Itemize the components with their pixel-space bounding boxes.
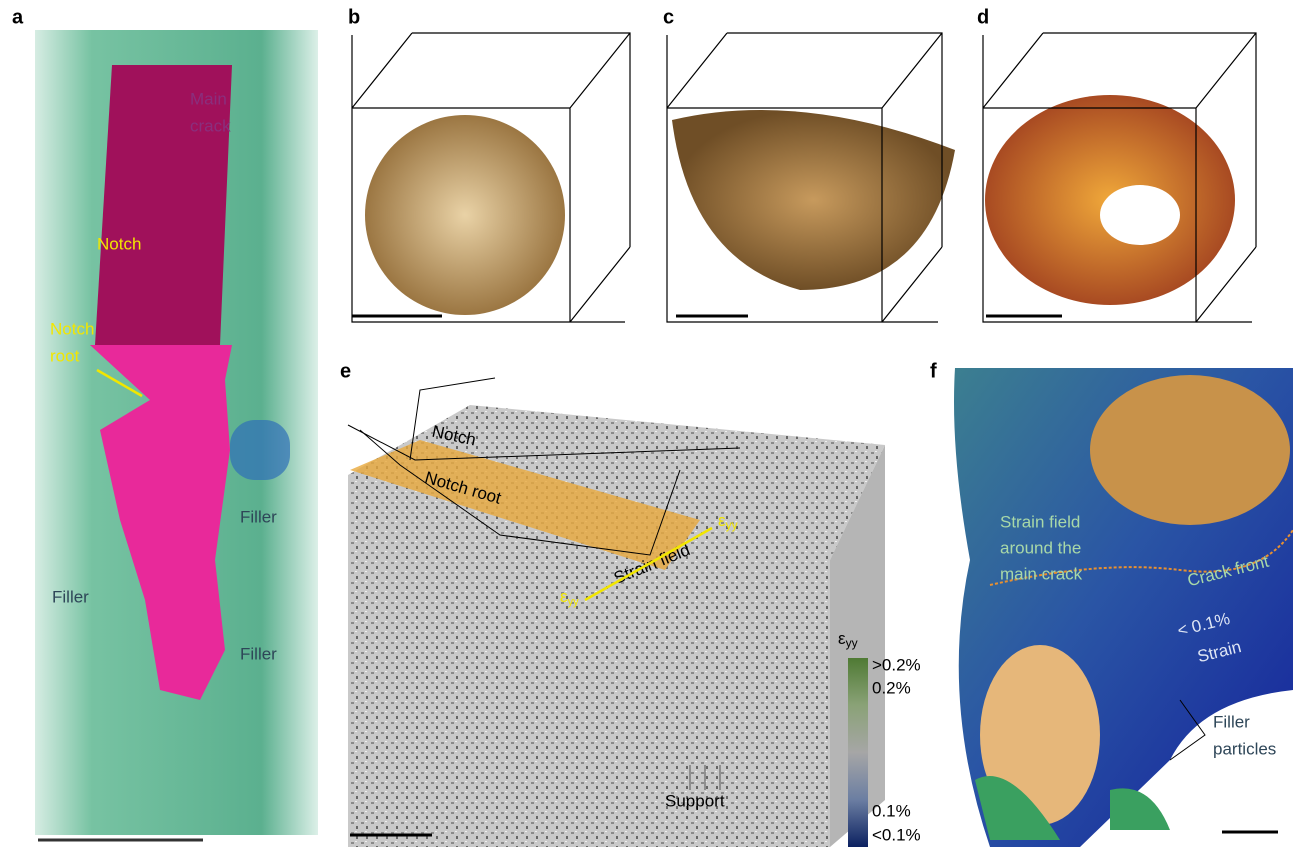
strain-symbol: εyy [560, 587, 579, 607]
panel-label: e [340, 360, 351, 382]
label: Main [190, 89, 227, 108]
cube [982, 32, 1257, 323]
label: Support [665, 791, 725, 810]
support-ticks [689, 765, 721, 790]
particle-render [365, 115, 565, 315]
filler-particle [230, 420, 290, 480]
panel-label: c [663, 6, 674, 28]
bracket [1169, 699, 1206, 761]
label: around the [1000, 538, 1081, 557]
panel-label: d [977, 6, 989, 28]
label: Strain field [1000, 512, 1080, 531]
crack-region [90, 345, 232, 700]
label: Filler [240, 507, 277, 526]
label: particles [1213, 739, 1276, 758]
colorbar-label: 0.1% [872, 801, 911, 820]
cube [351, 32, 631, 323]
label: Filler [240, 644, 277, 663]
label: Filler [52, 587, 89, 606]
block-side [830, 445, 885, 847]
colorbar-label: <0.1% [872, 825, 921, 844]
label: main crack [1000, 564, 1083, 583]
panel-label: f [930, 360, 937, 382]
panel-label: b [348, 6, 360, 28]
label: Notch [50, 319, 94, 338]
label: Notch [97, 234, 141, 253]
notch-shape [95, 65, 232, 345]
subscript: yy [568, 596, 580, 608]
crack-front-line [989, 529, 1293, 586]
colorbar [848, 658, 868, 847]
cube [666, 32, 943, 323]
label: Filler [1213, 712, 1250, 731]
sample-block [348, 405, 885, 847]
symbol: ε [718, 511, 726, 530]
symbol: ε [560, 587, 568, 606]
panel-label: a [12, 6, 24, 28]
notch-outline [359, 429, 681, 556]
void [1100, 185, 1180, 245]
notch-outline [409, 377, 496, 461]
arrow [96, 368, 143, 398]
subscript: yy [846, 636, 858, 650]
symbol: ε [838, 629, 846, 648]
strain-symbol: εyy [718, 511, 738, 532]
colorbar-title: εyy [838, 629, 858, 650]
particle-render [980, 645, 1100, 825]
strain-band [350, 440, 700, 570]
label: root [50, 346, 80, 365]
colorbar-label: 0.2% [872, 678, 911, 697]
notch-outline [347, 424, 741, 461]
arrow [584, 526, 713, 602]
subscript: yy [726, 518, 738, 532]
label: crack [190, 116, 231, 135]
filler-render [975, 776, 1170, 840]
crack-render [1090, 375, 1290, 525]
particle-render [672, 110, 955, 290]
colorbar-label: >0.2% [872, 655, 921, 674]
